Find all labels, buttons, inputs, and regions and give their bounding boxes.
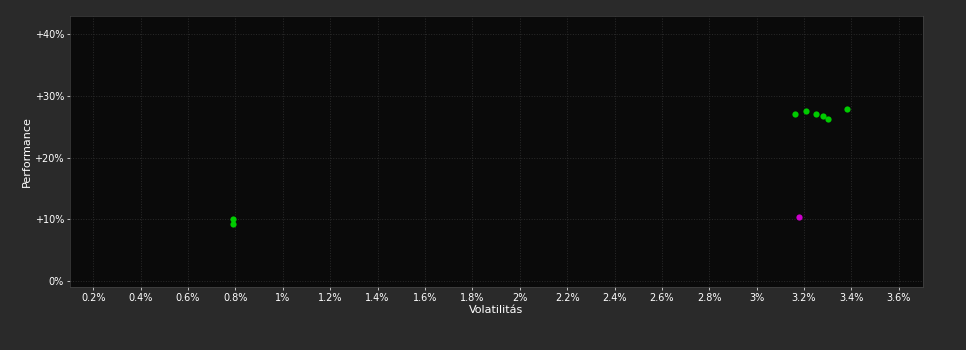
Y-axis label: Performance: Performance — [21, 116, 32, 187]
Point — [815, 113, 831, 119]
Point — [820, 116, 836, 121]
Point — [225, 221, 241, 226]
Point — [791, 215, 807, 220]
Point — [799, 108, 814, 114]
Point — [809, 112, 824, 117]
Point — [787, 111, 803, 117]
Point — [225, 216, 241, 221]
Point — [839, 107, 855, 112]
X-axis label: Volatilitás: Volatilitás — [469, 305, 524, 315]
